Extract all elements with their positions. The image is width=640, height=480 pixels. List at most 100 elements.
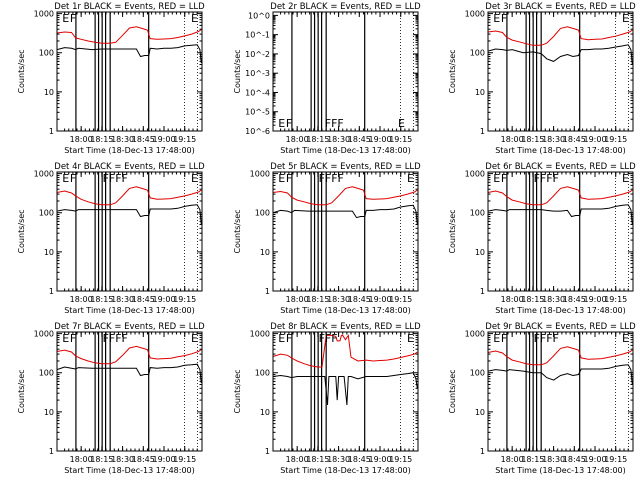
x-tick-label: 19:15 [389, 295, 412, 304]
y-tick-label: 100 [470, 369, 485, 378]
marker-label: FFFF [103, 172, 128, 185]
y-tick-label: 100 [255, 209, 270, 218]
x-tick-label: 19:00 [583, 135, 606, 144]
x-tick-label: 18:30 [111, 295, 134, 304]
y-tick-label: 10 [475, 88, 485, 97]
marker-label: E [278, 117, 285, 130]
y-tick-label: 1 [49, 447, 54, 456]
x-tick-label: 19:00 [583, 295, 606, 304]
x-axis-label: Start Time (18-Dec-13 17:48:00) [280, 146, 411, 155]
x-tick-label: 18:45 [132, 295, 155, 304]
lld-curve [56, 26, 202, 44]
x-tick-label: 18:00 [286, 135, 309, 144]
lld-curve [56, 345, 202, 365]
x-tick-label: 18:30 [542, 295, 565, 304]
marker-label: FFFF [534, 172, 559, 185]
x-tick-label: 19:15 [173, 295, 196, 304]
x-tick-label: 19:00 [368, 455, 391, 464]
lld-curve [487, 186, 633, 206]
x-tick-label: 18:15 [521, 455, 544, 464]
x-tick-label: 18:00 [286, 295, 309, 304]
y-tick-label: 1 [265, 287, 270, 296]
marker-label: FFFF [319, 172, 344, 185]
y-tick-label: 1000 [34, 10, 54, 19]
x-tick-label: 19:00 [152, 455, 175, 464]
x-tick-label: 18:45 [132, 135, 155, 144]
plot-frame [487, 11, 634, 132]
y-tick-label: 10^0 [248, 11, 270, 20]
marker-label: E [191, 172, 198, 185]
plot-frame [272, 11, 419, 132]
marker-label: E [278, 332, 285, 345]
plot-frame [272, 331, 419, 452]
marker-label: FFF [319, 332, 338, 345]
y-tick-label: 100 [39, 209, 54, 218]
y-tick-label: 10 [475, 248, 485, 257]
marker-label: E [407, 172, 414, 185]
x-tick-label: 19:15 [173, 135, 196, 144]
y-axis-label: Counts/sec [233, 49, 242, 93]
x-tick-label: 18:30 [327, 295, 350, 304]
y-tick-label: 10 [260, 248, 270, 257]
marker-label: FFFF [103, 332, 128, 345]
marker-label: E [622, 332, 629, 345]
y-tick-label: 1000 [465, 330, 485, 339]
y-tick-label: 10 [44, 408, 54, 417]
y-tick-label: 100 [470, 209, 485, 218]
x-tick-label: 19:00 [152, 295, 175, 304]
x-tick-label: 18:45 [348, 455, 371, 464]
x-tick-label: 18:00 [501, 295, 524, 304]
y-tick-label: 1 [49, 287, 54, 296]
x-tick-label: 18:45 [563, 135, 586, 144]
lld-curve [487, 346, 633, 366]
x-tick-label: 18:30 [327, 135, 350, 144]
marker-label: F [286, 117, 292, 130]
marker-label: E [191, 332, 198, 345]
y-tick-label: 10^-4 [245, 88, 270, 97]
x-tick-label: 18:00 [70, 135, 93, 144]
y-tick-label: 1000 [250, 330, 270, 339]
x-axis-label: Start Time (18-Dec-13 17:48:00) [64, 306, 195, 315]
marker-label: F [286, 172, 292, 185]
y-tick-label: 1 [265, 447, 270, 456]
panel-title: Det 7r BLACK = Events, RED = LLD [54, 322, 205, 332]
y-axis-label: Counts/sec [448, 209, 457, 253]
lld-curve [272, 186, 418, 206]
x-tick-label: 18:00 [286, 455, 309, 464]
y-tick-label: 1 [480, 447, 485, 456]
panel-title: Det 4r BLACK = Events, RED = LLD [54, 162, 205, 172]
marker-label: E [62, 172, 69, 185]
x-tick-label: 19:15 [173, 455, 196, 464]
events-curve [272, 204, 418, 225]
y-tick-label: 1 [49, 127, 54, 136]
marker-label: E [622, 172, 629, 185]
x-tick-label: 18:15 [521, 295, 544, 304]
marker-label: E [278, 172, 285, 185]
y-tick-label: 100 [39, 369, 54, 378]
x-tick-label: 18:15 [306, 455, 329, 464]
x-tick-label: 18:30 [542, 135, 565, 144]
x-axis-label: Start Time (18-Dec-13 17:48:00) [280, 306, 411, 315]
x-tick-label: 18:45 [348, 135, 371, 144]
x-tick-label: 18:30 [111, 135, 134, 144]
marker-label: F [501, 172, 507, 185]
y-tick-label: 1000 [250, 170, 270, 179]
marker-label: E [62, 12, 69, 25]
events-curve [487, 44, 633, 65]
panel-title: Det 9r BLACK = Events, RED = LLD [485, 322, 636, 332]
x-axis-label: Start Time (18-Dec-13 17:48:00) [280, 466, 411, 475]
events-curve [487, 204, 633, 225]
x-tick-label: 19:15 [604, 455, 627, 464]
y-tick-label: 1000 [34, 170, 54, 179]
x-tick-label: 19:00 [368, 295, 391, 304]
lld-curve [272, 333, 418, 368]
x-tick-label: 18:00 [501, 135, 524, 144]
x-tick-label: 18:45 [132, 455, 155, 464]
y-tick-label: 1 [480, 287, 485, 296]
y-axis-label: Counts/sec [233, 369, 242, 413]
y-tick-label: 1000 [34, 330, 54, 339]
